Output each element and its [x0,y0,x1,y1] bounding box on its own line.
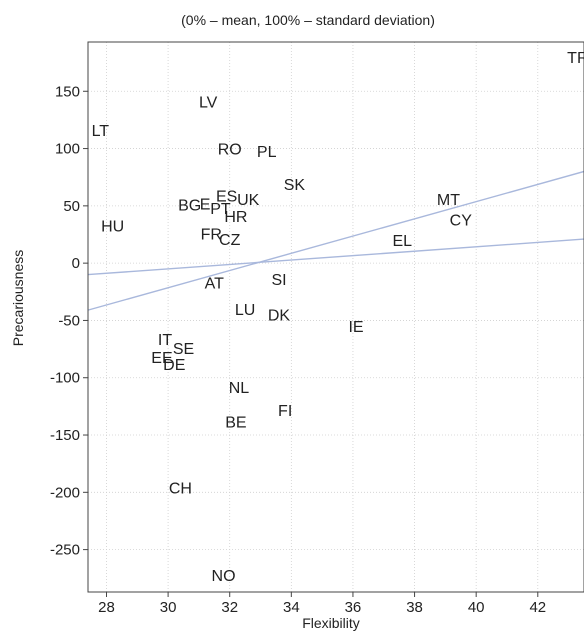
trend-line [87,238,584,276]
x-tick-label: 42 [529,599,546,616]
data-point-hu: HU [101,218,124,235]
plot-frame [87,41,584,593]
y-axis-title: Precariousness [10,250,26,347]
data-point-lv: LV [199,95,218,112]
data-point-be: BE [225,414,246,431]
data-point-fr: FR [201,226,222,243]
data-point-lt: LT [92,123,110,140]
data-point-pl: PL [257,144,277,161]
x-tick-label: 36 [345,599,362,616]
data-point-tr: TR [567,50,584,67]
data-point-at: AT [205,276,224,293]
grid-lines [88,42,584,592]
data-point-ro: RO [218,142,242,159]
data-point-hr: HR [224,209,247,226]
data-point-lu: LU [235,302,255,319]
x-tick-label: 32 [221,599,238,616]
data-point-ie: IE [348,319,363,336]
data-point-se: SE [173,341,194,358]
data-point-si: SI [271,272,286,289]
data-point-sk: SK [284,177,306,194]
y-tick-label: 0 [72,255,80,272]
x-tick-label: 40 [468,599,485,616]
trend-lines [87,170,584,311]
data-point-uk: UK [237,192,260,209]
data-point-ee: EE [151,350,172,367]
data-point-de: DE [163,357,185,374]
x-tick-label: 34 [283,599,300,616]
y-tick-label: -100 [50,370,80,387]
data-point-cz: CZ [219,232,241,249]
data-point-mt: MT [437,192,460,209]
data-point-el: EL [392,233,412,250]
data-point-cy: CY [450,213,473,230]
y-tick-label: -150 [50,427,80,444]
data-point-bg: BG [178,198,201,215]
y-tick-label: -50 [58,312,80,329]
data-point-es: ES [216,189,237,206]
y-tick-label: 50 [63,198,80,215]
data-point-ch: CH [169,481,192,498]
y-tick-label: 150 [55,83,80,100]
x-axis-title: Flexibility [302,615,360,631]
chart-subtitle: (0% – mean, 100% – standard deviation) [181,12,435,28]
x-tick-label: 28 [98,599,115,616]
y-tick-label: -200 [50,484,80,501]
data-point-dk: DK [268,308,291,325]
y-tick-label: -250 [50,542,80,559]
trend-line [87,170,584,311]
data-point-no: NO [212,568,236,585]
axis-ticks: 28 30 32 34 36 38 40 42 150 100 50 0 -50 -100 -150 -200… [50,83,546,616]
data-point-it: IT [158,332,172,349]
data-point-nl: NL [229,380,250,397]
data-point-e: E [200,197,211,214]
data-point-pt: PT [210,201,231,218]
data-point-fi: FI [278,403,292,420]
x-tick-label: 30 [160,599,177,616]
y-tick-label: 100 [55,141,80,158]
x-tick-label: 38 [406,599,423,616]
